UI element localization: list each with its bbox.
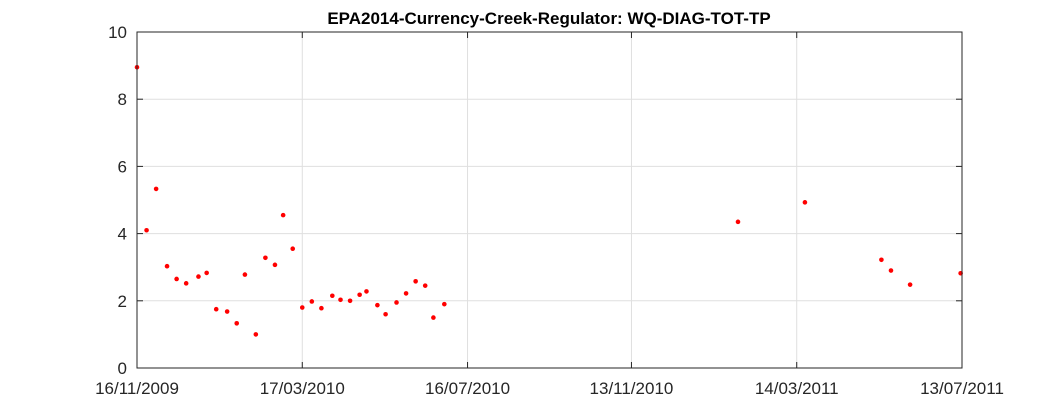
- data-point: [357, 292, 362, 298]
- plot-frame: [136, 31, 963, 369]
- data-point: [364, 289, 369, 294]
- data-point: [153, 186, 159, 192]
- data-point: [309, 299, 315, 304]
- data-point: [144, 227, 149, 233]
- data-point: [272, 262, 278, 268]
- data-point: [164, 263, 170, 269]
- data-point: [319, 305, 324, 311]
- data-point: [174, 276, 179, 282]
- x-tick-label: 14/03/2011: [755, 379, 839, 398]
- data-point: [383, 311, 388, 317]
- data-point: [879, 257, 884, 263]
- data-point: [299, 305, 305, 310]
- tick-labels: 16/11/2009 17/03/2010 16/07/2010 13/11/2010…: [95, 23, 1004, 398]
- data-point: [242, 272, 248, 277]
- data-point: [330, 293, 335, 299]
- data-point: [802, 200, 808, 205]
- axis-ticks: [136, 31, 963, 369]
- y-tick-label: 10: [108, 23, 127, 42]
- data-point: [413, 279, 418, 284]
- data-point: [253, 332, 259, 337]
- x-tick-label: 17/03/2010: [260, 379, 345, 398]
- chart-title: EPA2014-Currency-Creek-Regulator: WQ-DIA…: [327, 9, 770, 28]
- data-point: [224, 309, 230, 314]
- data-point: [431, 315, 436, 320]
- data-point: [347, 298, 353, 304]
- x-tick-label: 16/11/2009: [95, 379, 179, 398]
- data-point: [183, 281, 189, 286]
- x-tick-label: 13/11/2010: [590, 379, 674, 398]
- data-point: [422, 283, 428, 288]
- data-point: [888, 268, 894, 273]
- data-point: [394, 300, 399, 305]
- data-point: [280, 212, 286, 218]
- y-tick-label: 4: [118, 225, 127, 244]
- y-tick-label: 2: [118, 292, 127, 311]
- data-point: [442, 301, 447, 307]
- data-point: [375, 302, 380, 308]
- data-point: [290, 246, 296, 252]
- data-points: [134, 64, 963, 337]
- data-point: [735, 219, 741, 225]
- data-point: [263, 255, 268, 261]
- y-tick-label: 8: [118, 90, 127, 109]
- data-point: [403, 291, 409, 296]
- data-point: [907, 282, 913, 287]
- y-tick-label: 6: [118, 157, 127, 176]
- x-tick-label: 13/07/2011: [920, 379, 1004, 398]
- x-tick-label: 16/07/2010: [425, 379, 510, 398]
- data-point: [204, 270, 209, 276]
- data-point: [234, 321, 240, 326]
- data-point: [338, 297, 343, 303]
- data-point: [196, 274, 201, 279]
- data-point: [213, 306, 219, 312]
- y-tick-label: 0: [118, 359, 127, 378]
